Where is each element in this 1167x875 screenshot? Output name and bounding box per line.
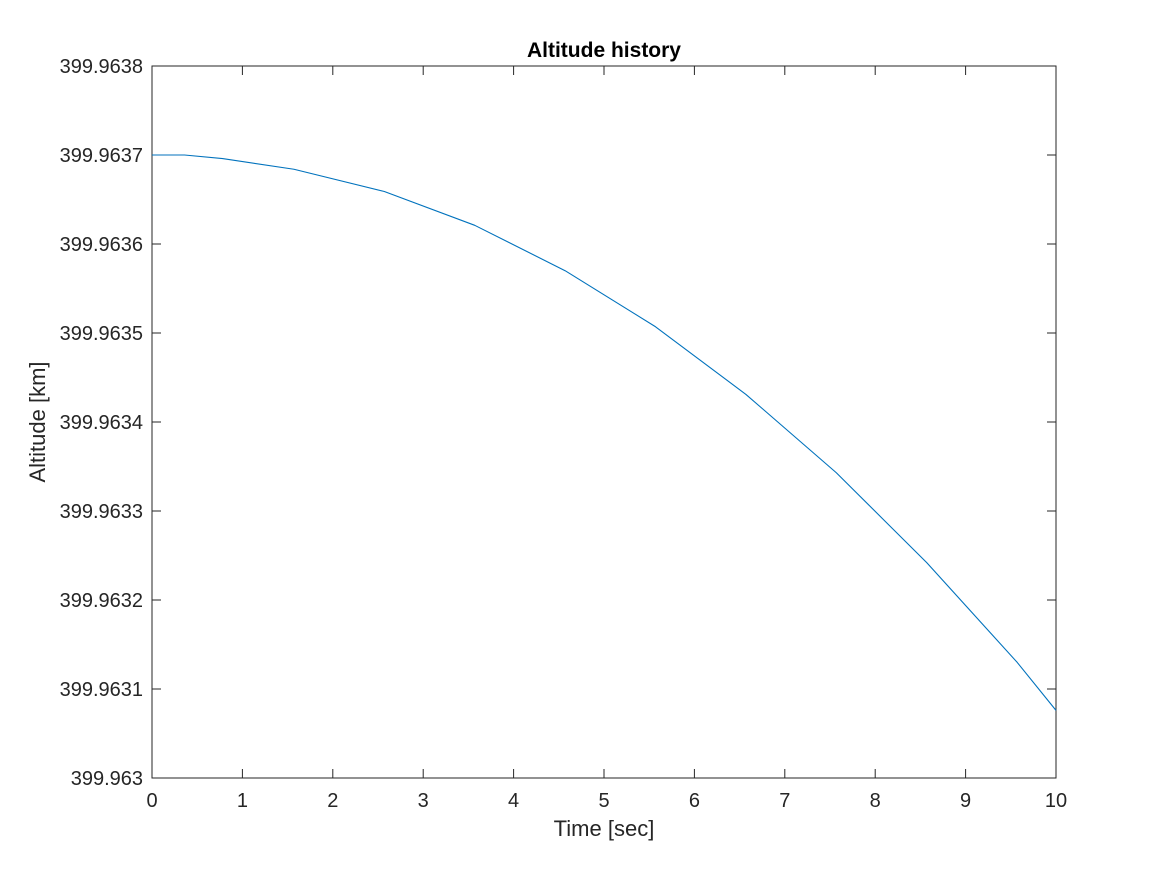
- series-line-0: [152, 154, 1057, 711]
- y-tick-label: 399.9631: [60, 679, 143, 701]
- x-tick-label: 9: [960, 790, 971, 812]
- axis-ticks: [151, 65, 1057, 779]
- y-tick-label: 399.9637: [60, 145, 143, 167]
- plot-area: [151, 65, 1057, 779]
- series-layer: [152, 154, 1057, 711]
- y-tick-label: 399.9636: [60, 234, 143, 256]
- x-tick-label: 0: [146, 790, 157, 812]
- y-tick-label: 399.9635: [60, 323, 143, 345]
- x-tick-label: 7: [779, 790, 790, 812]
- axes-box: [151, 65, 1057, 779]
- x-axis-title: Time [sec]: [554, 816, 655, 841]
- y-axis-title: Altitude [km]: [25, 361, 50, 482]
- x-tick-label: 5: [598, 790, 609, 812]
- y-tick-label: 399.9634: [60, 412, 143, 434]
- x-tick-label: 2: [327, 790, 338, 812]
- x-tick-label: 1: [237, 790, 248, 812]
- x-tick-label: 8: [870, 790, 881, 812]
- x-tick-label: 10: [1045, 790, 1067, 812]
- x-tick-labels: 0 1 2 3 4 5 6 7 8 9 10: [146, 790, 1067, 812]
- y-tick-label: 399.963: [71, 768, 143, 790]
- y-tick-label: 399.9632: [60, 590, 143, 612]
- y-tick-label: 399.9638: [60, 56, 143, 78]
- chart-title: Altitude history: [527, 39, 681, 62]
- y-tick-label: 399.9633: [60, 501, 143, 523]
- x-tick-label: 4: [508, 790, 519, 812]
- x-tick-label: 3: [418, 790, 429, 812]
- x-tick-label: 6: [689, 790, 700, 812]
- y-tick-labels: 399.963 399.9631 399.9632 399.9633 399.9634 3…: [60, 56, 143, 790]
